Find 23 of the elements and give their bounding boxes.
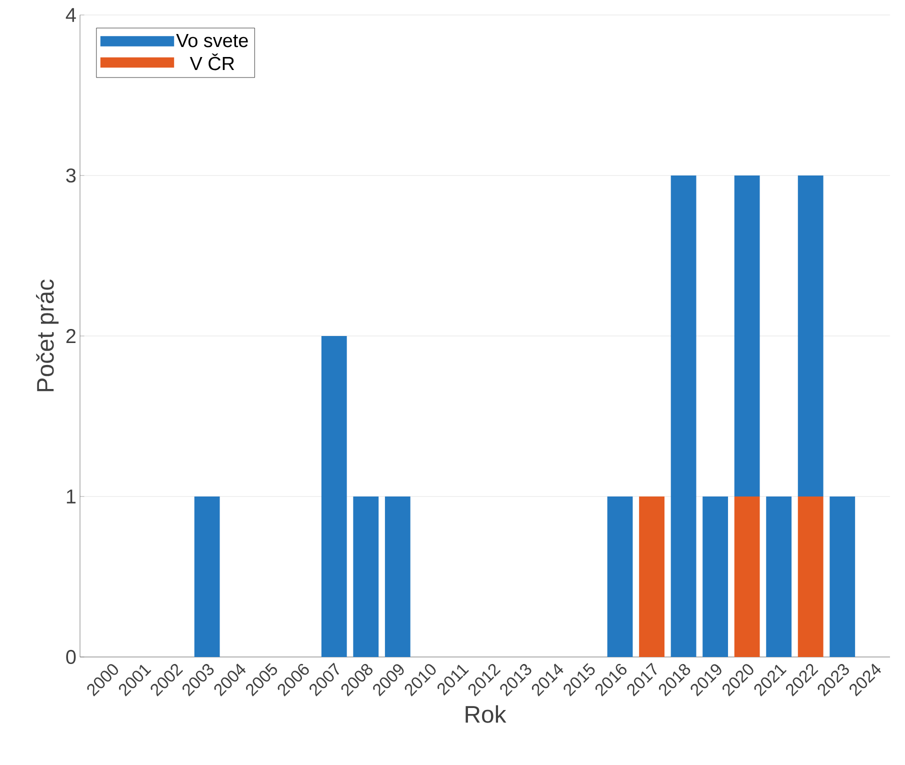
bar [734, 175, 760, 496]
bar [830, 496, 856, 657]
bar [194, 496, 220, 657]
bar [766, 496, 792, 657]
y-tick-label: 4 [66, 8, 76, 22]
bar [670, 175, 696, 657]
x-axis-title: Rok [466, 705, 506, 723]
bar [384, 496, 410, 657]
bar [639, 496, 664, 657]
bar [321, 336, 347, 657]
bar [353, 496, 379, 657]
bar [734, 496, 760, 657]
y-tick-label: 2 [66, 329, 76, 343]
y-axis-title: Počet prác [36, 279, 59, 392]
y-tick-label: 1 [66, 490, 76, 504]
bar [798, 496, 824, 657]
bar [702, 496, 728, 657]
y-tick-label: 3 [66, 168, 76, 183]
bar [607, 496, 633, 657]
y-tick-label: 0 [66, 650, 76, 664]
bar [798, 175, 824, 496]
legend-label: V ČR [190, 54, 234, 70]
legend-label: Vo svete [176, 34, 248, 48]
